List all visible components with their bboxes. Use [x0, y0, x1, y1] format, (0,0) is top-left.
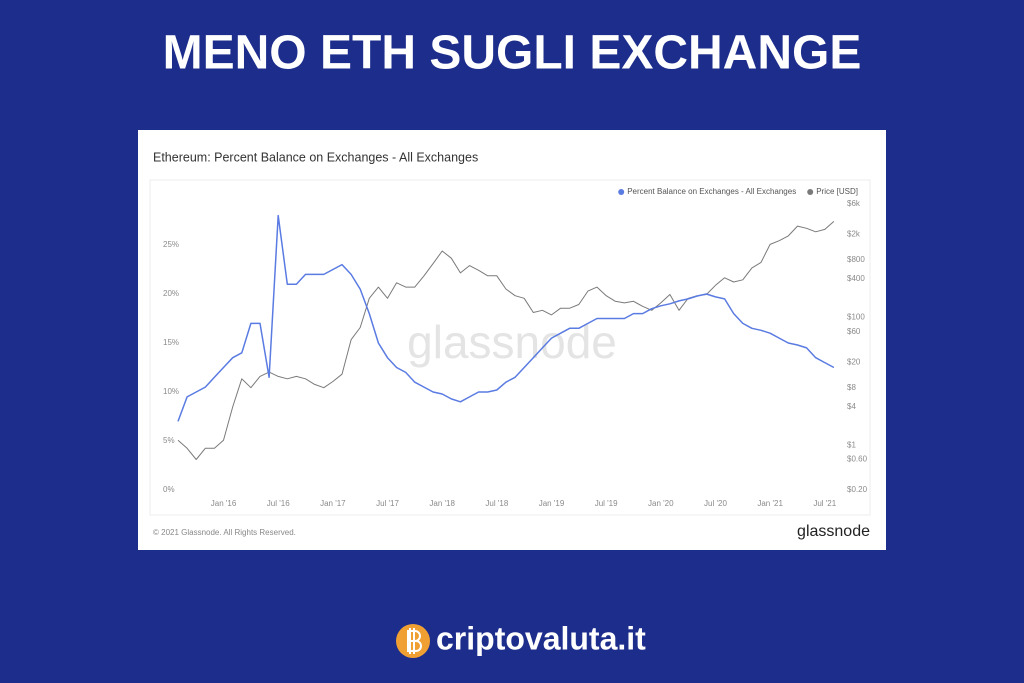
legend-label: Percent Balance on Exchanges - All Excha…	[627, 187, 796, 196]
x-tick-label: Jan '20	[648, 499, 674, 508]
x-tick-label: Jul '16	[267, 499, 290, 508]
x-tick-label: Jan '16	[211, 499, 237, 508]
y2-tick-label: $100	[847, 313, 865, 322]
series-line	[177, 214, 835, 422]
y2-tick-label: $2k	[847, 230, 861, 239]
y-tick-label: 0%	[163, 485, 175, 494]
y-tick-label: 10%	[163, 387, 179, 396]
y2-tick-label: $1	[847, 440, 856, 449]
y-tick-label: 5%	[163, 436, 175, 445]
y2-tick-label: $8	[847, 383, 856, 392]
brand-icon-glyph	[407, 628, 422, 654]
y2-tick-label: $60	[847, 327, 861, 336]
series-line	[177, 221, 835, 460]
plot: 0% 5% 10% 15% 20% 25% $0.20 $0.60 $1 $4 $8 $20 $60 $1…	[163, 187, 868, 508]
plot-frame	[149, 179, 871, 516]
chart-title: Ethereum: Percent Balance on Exchanges -…	[153, 150, 478, 164]
y2-tick-label: $800	[847, 255, 865, 264]
page-title: MENO ETH SUGLI EXCHANGE	[163, 27, 862, 80]
y2-tick-label: $400	[847, 274, 865, 283]
x-tick-label: Jul '17	[376, 499, 399, 508]
credit: © 2021 Glassnode. All Rights Reserved.	[153, 528, 296, 537]
x-tick-label: Jan '17	[320, 499, 346, 508]
y2-tick-label: $0.20	[847, 485, 868, 494]
y2-tick-label: $6k	[847, 199, 861, 208]
legend-marker	[618, 189, 625, 195]
logo: glassnode	[797, 523, 870, 540]
legend-marker	[807, 189, 814, 195]
y2-tick-label: $20	[847, 357, 861, 366]
x-tick-label: Jul '20	[704, 499, 727, 508]
y-tick-label: 20%	[163, 289, 179, 298]
x-tick-label: Jul '21	[813, 499, 836, 508]
x-tick-label: Jul '19	[595, 499, 618, 508]
x-tick-label: Jan '19	[539, 499, 565, 508]
brand: criptovaluta.it	[436, 620, 646, 656]
x-tick-label: Jan '18	[429, 499, 455, 508]
y2-tick-label: $0.60	[847, 455, 868, 464]
y-tick-label: 25%	[163, 240, 179, 249]
y2-tick-label: $4	[847, 402, 856, 411]
y-tick-label: 15%	[163, 338, 179, 347]
x-tick-label: Jan '21	[757, 499, 783, 508]
legend-label: Price [USD]	[816, 187, 858, 196]
x-tick-label: Jul '18	[485, 499, 508, 508]
watermark: glassnode	[407, 316, 617, 368]
